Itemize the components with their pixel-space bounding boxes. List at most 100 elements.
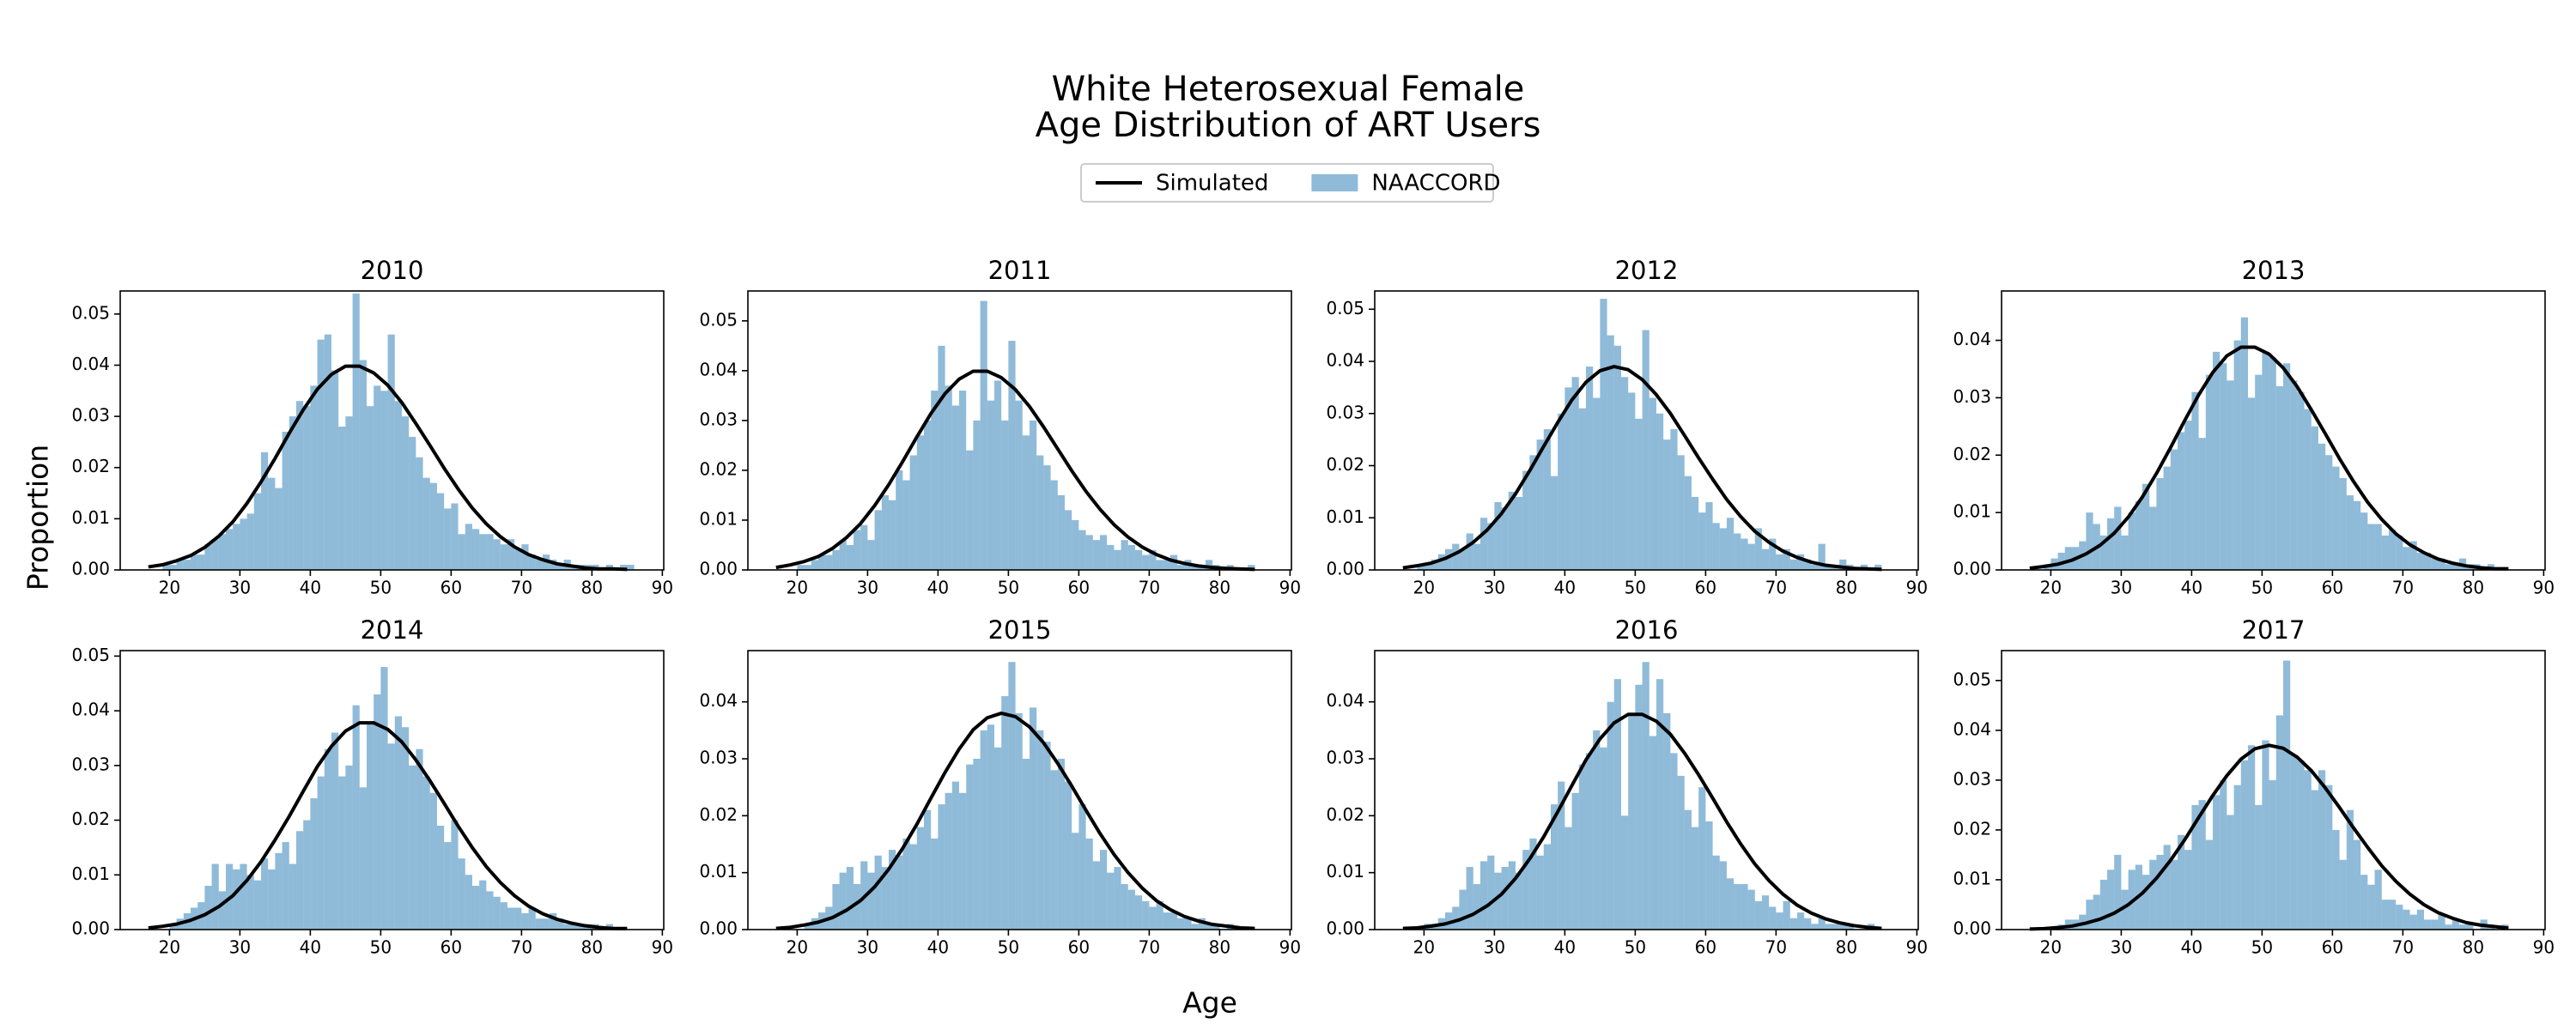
y-tick-label: 0.01 — [1326, 506, 1364, 527]
bar — [881, 867, 889, 930]
bar — [2409, 914, 2417, 930]
bar — [2431, 919, 2439, 930]
bar — [1424, 564, 1431, 570]
x-tick-label: 20 — [787, 937, 808, 958]
bar — [1734, 883, 1741, 930]
bar — [2220, 779, 2227, 930]
bar — [253, 493, 261, 570]
bar — [2339, 859, 2347, 930]
x-tick-label: 40 — [2181, 937, 2202, 958]
bar — [804, 565, 811, 570]
bar — [169, 565, 177, 570]
y-tick-label: 0.01 — [71, 507, 110, 528]
bar — [1064, 781, 1072, 930]
y-tick-label: 0.02 — [71, 809, 110, 829]
bar — [1121, 883, 1128, 930]
bar — [902, 838, 910, 930]
bar — [1022, 759, 1030, 930]
x-tick-label: 50 — [1625, 937, 1646, 958]
bar — [556, 918, 564, 930]
bar — [1628, 712, 1636, 930]
bar — [1818, 543, 1826, 570]
x-tick-label: 70 — [2392, 578, 2414, 598]
y-tick-label: 0.04 — [1953, 329, 1991, 349]
bar — [1719, 528, 1727, 570]
x-tick-label: 70 — [511, 578, 532, 598]
bar — [1466, 867, 1473, 930]
bar — [338, 776, 346, 930]
bar — [966, 764, 974, 930]
bar — [1607, 701, 1614, 930]
bar — [1670, 753, 1678, 930]
bar — [2451, 919, 2459, 930]
bar — [2445, 564, 2452, 570]
bar — [275, 852, 283, 930]
bar — [1452, 543, 1460, 570]
bar — [169, 924, 177, 930]
bar — [1127, 544, 1135, 570]
bar — [987, 724, 994, 930]
bar — [1515, 496, 1523, 570]
y-tick-label: 0.05 — [71, 645, 110, 665]
bar — [1508, 861, 1516, 930]
bar — [1522, 470, 1530, 570]
x-tick-label: 50 — [2251, 578, 2273, 598]
bar — [2423, 919, 2432, 930]
bar — [2184, 850, 2192, 930]
bar — [317, 776, 325, 930]
bar — [521, 912, 529, 930]
bar — [282, 842, 289, 930]
x-tick-label: 70 — [511, 937, 532, 958]
bar — [958, 792, 967, 930]
bar — [1769, 906, 1777, 930]
y-tick-label: 0.01 — [699, 861, 738, 882]
bar — [416, 457, 423, 570]
bar — [1558, 781, 1565, 930]
y-tick-label: 0.03 — [1326, 748, 1364, 768]
bar — [1684, 476, 1692, 570]
x-tick-label: 70 — [1139, 578, 1160, 598]
bar — [1656, 413, 1664, 570]
bar — [2451, 564, 2459, 570]
bar — [2374, 524, 2382, 570]
bar — [966, 450, 974, 570]
bar — [1550, 476, 1558, 570]
bar — [1796, 554, 1805, 570]
bar — [1670, 428, 1678, 570]
bar — [1726, 518, 1735, 570]
bar — [1550, 804, 1558, 930]
bar — [162, 565, 170, 570]
x-tick-label: 40 — [1554, 578, 1576, 598]
figure-title: White Heterosexual Female — [1052, 70, 1525, 109]
bar — [1057, 494, 1065, 570]
bar — [514, 549, 522, 570]
bar — [1127, 889, 1135, 930]
bar — [550, 912, 557, 930]
legend-label: NAACCORD — [1371, 171, 1500, 197]
x-tick-label: 70 — [2392, 937, 2414, 958]
bar — [2381, 535, 2389, 570]
bar — [1585, 753, 1594, 930]
bar — [471, 886, 480, 930]
x-tick-label: 90 — [1906, 937, 1928, 958]
bar — [1761, 895, 1770, 930]
bar — [2057, 552, 2065, 570]
bar — [289, 416, 296, 570]
bar — [2269, 779, 2276, 930]
bar — [2163, 466, 2171, 570]
bar — [620, 565, 628, 570]
bar — [839, 872, 847, 930]
y-axis-label: Proportion — [21, 445, 55, 591]
bar — [909, 844, 917, 930]
x-tick-label: 90 — [652, 578, 673, 598]
bar — [902, 480, 910, 570]
bar — [2212, 351, 2221, 570]
bar — [2177, 834, 2185, 930]
bar — [1734, 533, 1741, 570]
y-tick-label: 0.00 — [699, 918, 738, 939]
bar — [486, 891, 494, 930]
bar — [268, 869, 276, 930]
bar — [2227, 815, 2234, 930]
bar — [197, 554, 205, 570]
bar — [1536, 855, 1544, 930]
